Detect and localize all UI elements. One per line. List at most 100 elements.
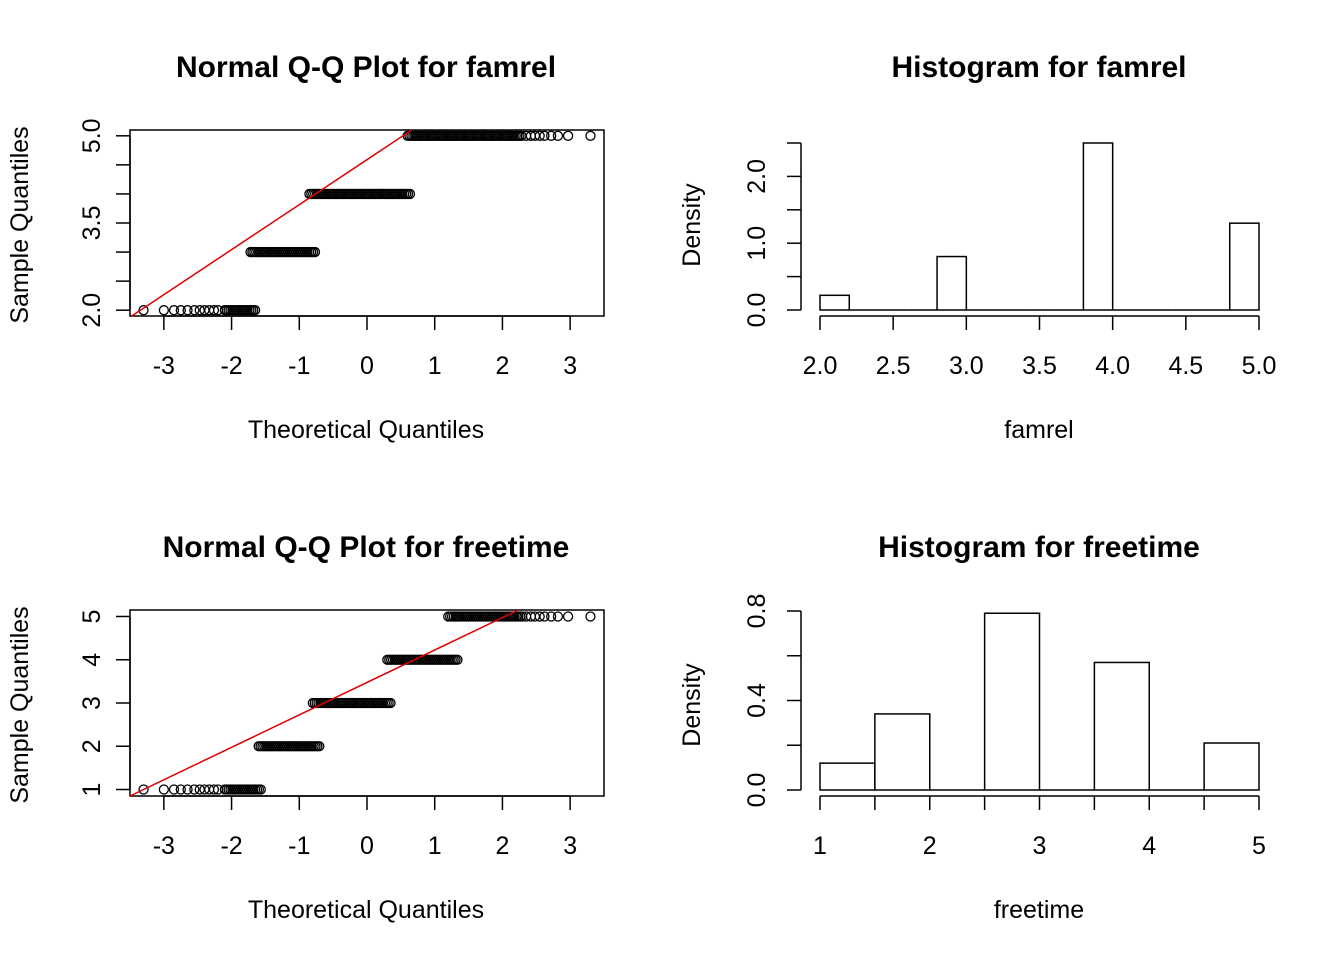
x-axis-label: freetime [994,896,1084,924]
data-point [175,784,186,795]
x-tick-label: 5.0 [1242,352,1277,380]
y-axis-label: Density [678,183,706,267]
data-point [168,305,180,316]
x-tick-label: 4.0 [1095,352,1130,380]
chart-title: Normal Q-Q Plot for famrel [176,51,556,84]
x-tick-label: 3 [1033,832,1047,860]
data-point [546,611,557,622]
histogram-freetime: Histogram for freetime freetime Density … [678,531,1266,924]
plot-frame [129,129,605,317]
x-tick-label: 5 [1252,832,1266,860]
data-point [552,611,564,622]
x-tick-label: 0 [360,352,374,380]
x-tick-label: 2.5 [876,352,911,380]
histogram-bar [819,294,851,311]
data-point [585,130,596,141]
y-axis-label: Sample Quantiles [6,126,34,323]
data-point [562,611,574,622]
y-tick-label: 2.0 [78,293,106,328]
data-point [255,784,266,795]
x-tick-label: 4.5 [1168,352,1203,380]
x-tick-label: 2 [495,832,509,860]
data-point [585,611,596,622]
histogram-bar [936,255,968,311]
x-tick-label: 3 [563,352,577,380]
x-tick-label: 2 [923,832,937,860]
data-point [189,305,200,316]
plot-marks: -3 -2 -1 0 1 2 3 2.0 3.5 5.0 [78,118,605,380]
x-axis-label: Theoretical Quantiles [248,416,484,444]
histogram-bar [819,762,876,791]
y-tick-label: 1.0 [743,226,771,261]
histogram-bar [1228,222,1260,311]
x-tick-label: 1 [428,832,442,860]
data-point [182,784,193,795]
data-point [385,697,396,709]
x-tick-label: -2 [220,832,242,860]
x-tick-label: 4 [1142,832,1156,860]
data-point [562,130,574,141]
histogram-bar [1093,661,1150,791]
histogram-bars [819,142,1260,311]
y-tick-label: 5.0 [78,118,106,153]
data-point [552,130,564,141]
x-tick-label: 3 [563,832,577,860]
x-tick-label: -3 [153,352,175,380]
data-point [404,188,416,200]
x-axis-label: famrel [1004,416,1073,444]
qq-reference-line [129,609,519,797]
plot-marks: -3 -2 -1 0 1 2 3 1 2 3 4 5 [78,609,605,860]
data-point [182,305,193,316]
data-point [189,784,200,795]
data-point [309,246,321,258]
x-tick-label: 2 [495,352,509,380]
histogram-famrel: Histogram for famrel famrel Density 2.0 2… [678,51,1276,444]
x-tick-label: -3 [153,832,175,860]
y-tick-label: 1 [78,783,106,797]
y-tick-label: 0.0 [743,773,771,808]
y-tick-label: 0.4 [743,683,771,718]
y-tick-label: 2 [78,739,106,753]
data-point [314,741,325,752]
x-tick-label: 2.0 [803,352,838,380]
y-tick-label: 0.0 [743,293,771,328]
data-point [539,130,550,141]
qq-plot-famrel: Normal Q-Q Plot for famrel Theoretical Q… [6,51,605,444]
data-point [517,611,528,622]
data-point [158,305,170,316]
data-point [138,784,149,795]
y-tick-label: 2.0 [743,159,771,194]
qq-reference-line [131,129,413,317]
histogram-bar [874,713,931,791]
qq-plot-freetime: Normal Q-Q Plot for freetime Theoretical… [6,531,605,924]
data-point [516,130,527,141]
data-point [539,611,550,622]
data-point [546,130,557,141]
data-points [138,130,596,316]
data-point [534,611,545,622]
y-axis-label: Density [678,663,706,747]
y-tick-label: 3 [78,696,106,710]
data-point [208,784,220,795]
x-tick-label: 0 [360,832,374,860]
x-tick-label: 3.0 [949,352,984,380]
x-tick-label: 3.5 [1022,352,1057,380]
data-point [175,305,186,316]
data-point [208,305,220,316]
data-point [168,784,180,795]
y-tick-label: 0.8 [743,594,771,629]
y-tick-label: 3.5 [78,206,106,241]
x-tick-label: -1 [288,352,310,380]
histogram-bar [983,612,1041,791]
histogram-bars [819,612,1260,791]
x-tick-label: -2 [220,352,242,380]
data-point [249,305,261,316]
x-tick-label: 1 [428,352,442,380]
data-point [138,305,149,316]
data-point [452,654,463,665]
plot-marks: 2.0 2.5 3.0 3.5 4.0 4.5 5.0 0.0 1.0 2.0 [743,142,1277,380]
histogram-bar [1082,142,1114,311]
data-point [534,130,545,141]
